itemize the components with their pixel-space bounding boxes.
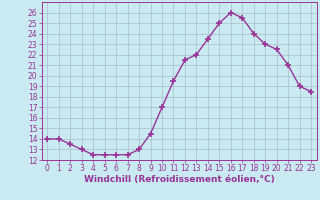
X-axis label: Windchill (Refroidissement éolien,°C): Windchill (Refroidissement éolien,°C): [84, 175, 275, 184]
